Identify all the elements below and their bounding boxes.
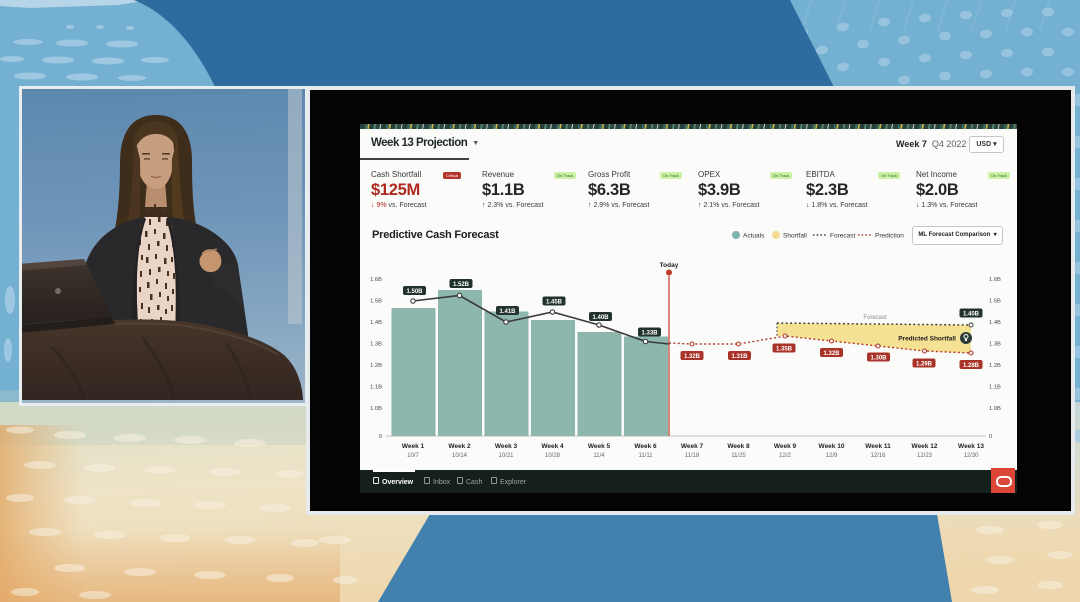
svg-text:Week 1: Week 1 <box>402 443 425 450</box>
svg-text:1.1B: 1.1B <box>989 385 1001 391</box>
svg-text:10/7: 10/7 <box>407 453 419 459</box>
svg-text:1.4B: 1.4B <box>989 320 1001 326</box>
svg-text:Prediction: Prediction <box>875 233 904 240</box>
svg-text:0: 0 <box>989 434 992 440</box>
svg-text:1.5B: 1.5B <box>989 299 1001 305</box>
svg-text:1.2B: 1.2B <box>370 363 382 369</box>
svg-text:Week 11: Week 11 <box>865 443 891 450</box>
svg-text:1.2B: 1.2B <box>989 363 1001 369</box>
svg-text:1.52B: 1.52B <box>453 282 470 288</box>
svg-text:11/18: 11/18 <box>685 453 700 459</box>
svg-text:Week 2: Week 2 <box>448 443 471 450</box>
svg-text:1.32B: 1.32B <box>684 354 701 360</box>
svg-text:1.40B: 1.40B <box>592 315 609 321</box>
svg-text:1.32B: 1.32B <box>823 351 840 357</box>
svg-text:0: 0 <box>379 434 382 440</box>
svg-text:1.3B: 1.3B <box>989 342 1001 348</box>
svg-text:1.29B: 1.29B <box>916 362 933 368</box>
svg-text:10/21: 10/21 <box>498 453 514 459</box>
svg-text:Week 9: Week 9 <box>774 443 797 450</box>
svg-text:12/16: 12/16 <box>870 453 886 459</box>
svg-text:1.33B: 1.33B <box>641 331 658 337</box>
svg-text:Forecast: Forecast <box>863 315 887 321</box>
svg-text:Forecast: Forecast <box>830 233 855 240</box>
svg-text:Week 13: Week 13 <box>958 443 984 450</box>
svg-text:12/9: 12/9 <box>826 453 838 459</box>
svg-text:1.4B: 1.4B <box>370 320 382 326</box>
svg-text:Week 7: Week 7 <box>681 443 704 450</box>
svg-text:1.1B: 1.1B <box>370 385 382 391</box>
svg-text:11/11: 11/11 <box>638 453 653 459</box>
svg-text:1.40B: 1.40B <box>963 312 980 318</box>
svg-text:10/28: 10/28 <box>545 453 561 459</box>
svg-text:11/25: 11/25 <box>731 453 746 459</box>
svg-text:Week 5: Week 5 <box>588 443 611 450</box>
svg-text:Week 12: Week 12 <box>912 443 938 450</box>
svg-text:1.45B: 1.45B <box>546 300 563 306</box>
svg-text:1.0B: 1.0B <box>370 406 382 412</box>
svg-text:12/23: 12/23 <box>917 453 933 459</box>
svg-text:Week 6: Week 6 <box>634 443 657 450</box>
svg-text:Week 10: Week 10 <box>819 443 845 450</box>
svg-text:Week 4: Week 4 <box>541 443 564 450</box>
svg-text:Week 3: Week 3 <box>495 443 518 450</box>
svg-text:10/14: 10/14 <box>452 453 468 459</box>
svg-text:1.28B: 1.28B <box>963 363 980 369</box>
svg-text:11/4: 11/4 <box>593 453 605 459</box>
svg-text:12/30: 12/30 <box>963 453 979 459</box>
svg-text:1.41B: 1.41B <box>499 309 516 315</box>
svg-text:Week 8: Week 8 <box>727 443 750 450</box>
svg-text:1.6B: 1.6B <box>989 277 1001 283</box>
svg-text:1.35B: 1.35B <box>776 347 793 353</box>
svg-text:1.3B: 1.3B <box>370 342 382 348</box>
svg-text:1.50B: 1.50B <box>406 289 423 295</box>
svg-text:1.6B: 1.6B <box>370 277 382 283</box>
svg-text:1.0B: 1.0B <box>989 406 1001 412</box>
svg-text:12/2: 12/2 <box>779 453 791 459</box>
svg-text:Predicted Shortfall: Predicted Shortfall <box>898 336 956 343</box>
svg-text:Actuals: Actuals <box>743 233 765 240</box>
svg-text:1.31B: 1.31B <box>731 354 748 360</box>
svg-text:Shortfall: Shortfall <box>783 233 807 240</box>
svg-text:Today: Today <box>660 262 679 269</box>
svg-text:1.30B: 1.30B <box>870 356 887 362</box>
svg-text:1.5B: 1.5B <box>370 299 382 305</box>
